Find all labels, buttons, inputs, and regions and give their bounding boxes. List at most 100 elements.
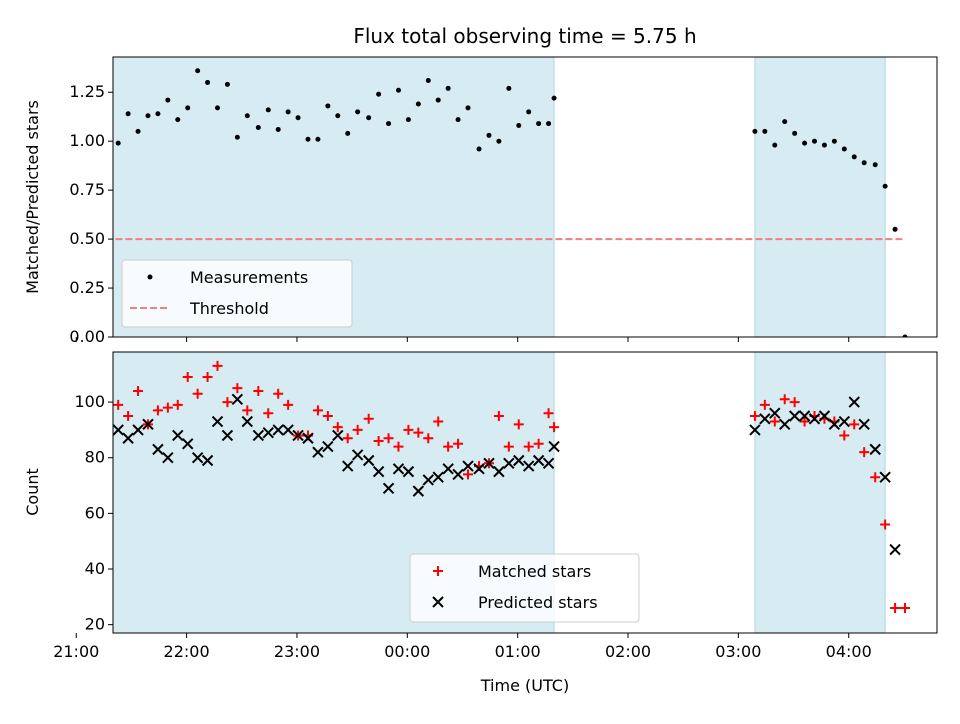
bottom-predicted-stars-point [412,485,425,497]
x-tick-label: 21:00 [53,642,99,661]
bottom-matched-stars-point [549,422,560,433]
bottom-matched-stars-point [413,427,424,438]
top-measurements-point [175,117,181,123]
bottom-predicted-stars-point [272,424,284,436]
bottom-predicted-stars-point [548,440,560,453]
top-measurements-point [782,119,788,125]
chart-title: Flux total observing time = 5.75 h [353,24,696,48]
bottom-predicted-stars-point [542,457,555,469]
bottom-matched-stars-point [890,602,901,613]
bottom-matched-stars-point [393,441,404,452]
top-measurements-point [802,140,808,146]
bottom-predicted-stars-point [513,454,525,467]
top-measurements-point [752,128,758,134]
bottom-legend-matched-stars-label: Matched stars [478,562,591,581]
top-measurements-point [234,134,240,140]
top-y-tick-label: 1.25 [69,82,105,101]
bottom-matched-stars-point [769,416,780,427]
top-measurements-point [205,79,211,85]
top-measurements-point [75,164,80,169]
top-measurements-point [536,121,542,127]
bottom-predicted-stars-point [749,424,761,436]
bottom-matched-stars-point [453,438,464,449]
bottom-predicted-stars-point [162,452,174,464]
bottom-legend-predicted-stars-label: Predicted stars [478,593,598,612]
bottom-predicted-stars-point [292,429,304,442]
bottom-matched-stars-point [113,399,124,410]
bottom-predicted-stars-point [62,486,72,496]
top-y-tick-label: 0.00 [69,327,105,346]
top-legend-measurements-marker [147,274,153,280]
top-panel: 0.00 0.25 0.50 0.75 1.00 1.25 Measurements Thre… [69,56,938,346]
bottom-predicted-stars-point [72,461,82,471]
top-measurements-point [415,101,421,107]
top-measurements-point [255,124,261,130]
bottom-matched-stars-point [162,402,173,413]
bottom-matched-stars-point [433,416,444,427]
bottom-predicted-stars-point [201,454,214,467]
top-y-axis-label: Matched/Predicted stars [23,100,42,294]
bottom-predicted-stars-point [432,471,444,483]
top-measurements-point [405,117,411,123]
bottom-panel: 20 40 60 80 100 21:00 22:00 23:00 00:00 01:00 02:0… [30,351,938,661]
bottom-predicted-stars-point [392,463,405,475]
bottom-predicted-stars-point [262,426,274,439]
bottom-predicted-stars-point [759,413,771,425]
bottom-predicted-stars-point [779,418,791,431]
bottom-matched-stars-point [849,419,860,430]
top-measurements-point [224,81,230,87]
top-measurements-point [476,146,482,152]
bottom-matched-stars-point [789,397,800,408]
top-measurements-point [435,97,441,103]
bottom-matched-stars-point [152,405,163,416]
bottom-y-tick-label: 80 [85,448,105,467]
bottom-matched-stars-point [759,399,770,410]
bottom-matched-stars-point [533,438,544,449]
top-measurements-point [376,91,382,97]
bottom-predicted-stars-point [798,410,811,422]
bottom-predicted-stars-point [452,468,464,481]
top-measurements-point [465,105,471,111]
bottom-predicted-stars-point [191,452,204,464]
bottom-predicted-stars-point [838,415,851,428]
bottom-matched-stars-point [30,581,40,591]
x-tick-label: 22:00 [164,642,210,661]
bottom-predicted-stars-point [382,482,395,495]
top-measurements-point [155,111,161,117]
bottom-predicted-stars-point [808,413,821,425]
top-y-tick-label: 0.75 [69,180,105,199]
bottom-predicted-stars-point [282,424,294,436]
x-tick-label: 23:00 [274,642,320,661]
bottom-legend-predicted-stars-marker [432,596,444,608]
bottom-matched-stars-point [342,433,353,444]
x-tick-label: 04:00 [826,642,872,661]
top-measurements-point [772,142,778,148]
bottom-matched-stars-point [373,436,384,447]
top-measurements-point [445,85,451,91]
x-tick-label: 02:00 [605,642,651,661]
bottom-matched-stars-point [263,408,274,419]
top-measurements-point [821,142,827,148]
bottom-predicted-stars-point [889,543,901,556]
bottom-matched-stars-point [543,408,554,419]
bottom-matched-stars-point [839,430,850,441]
top-measurements-point [295,115,301,121]
top-measurements-point [762,128,768,134]
bottom-matched-stars-point [749,410,760,421]
top-measurements-point [285,109,291,115]
top-y-tick-label: 1.00 [69,131,105,150]
bottom-predicted-stars-point [473,463,485,475]
bottom-predicted-stars-point [231,393,244,406]
bottom-predicted-stars-point [152,443,164,456]
top-measurements-point [872,162,878,168]
bottom-predicted-stars-point [483,457,495,469]
bottom-predicted-stars-point [221,429,234,442]
top-measurements-point [551,95,557,101]
bottom-matched-stars-point [312,405,323,416]
top-measurements-point [851,154,857,160]
top-measurements-point [792,130,798,136]
bottom-matched-stars-point [222,397,233,408]
top-y-tick-label: 0.50 [69,229,105,248]
top-measurements-point [902,334,908,337]
top-y-tick-label: 0.25 [69,278,105,297]
